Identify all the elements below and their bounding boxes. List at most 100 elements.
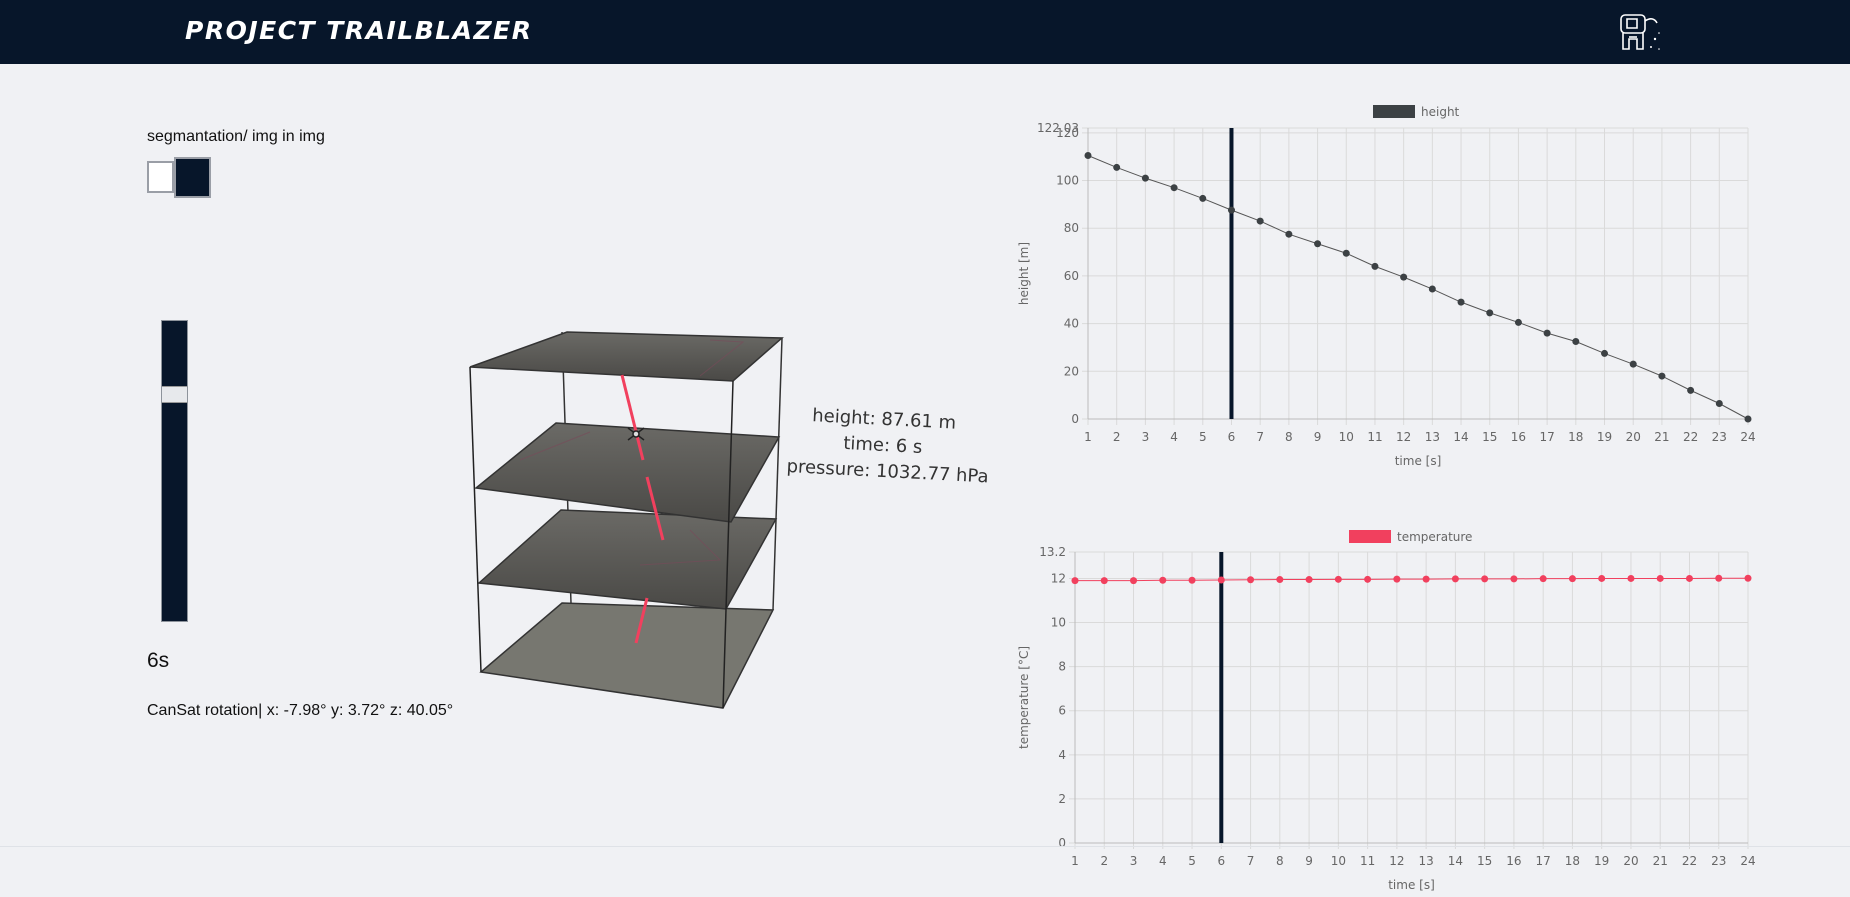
time-display: 6s <box>147 649 170 672</box>
segmentation-label: segmantation/ img in img <box>147 128 325 145</box>
y-tick-label: 20 <box>1064 364 1079 378</box>
y-max-label: 13.2 <box>1039 545 1066 559</box>
y-tick-label: 0 <box>1058 836 1066 850</box>
y-tick-label: 40 <box>1064 317 1079 331</box>
x-tick-label: 13 <box>1425 430 1440 444</box>
x-tick-label: 4 <box>1159 854 1167 868</box>
legend-label: temperature <box>1397 530 1472 544</box>
data-point <box>1744 415 1752 423</box>
data-point <box>1572 337 1580 345</box>
data-point <box>1130 577 1138 585</box>
data-point <box>1539 575 1547 583</box>
data-point <box>1481 575 1489 583</box>
x-tick-label: 6 <box>1217 854 1225 868</box>
x-tick-label: 9 <box>1314 430 1322 444</box>
layer-slab <box>479 602 775 709</box>
data-point <box>1071 577 1079 585</box>
x-tick-label: 22 <box>1682 854 1697 868</box>
data-point <box>1170 184 1178 192</box>
y-tick-label: 4 <box>1058 748 1066 762</box>
x-tick-label: 24 <box>1740 430 1755 444</box>
data-point <box>1342 249 1350 257</box>
y-axis-title: temperature [°C] <box>1017 646 1031 749</box>
data-point <box>1658 372 1666 380</box>
data-point <box>1568 575 1576 583</box>
x-tick-label: 20 <box>1623 854 1638 868</box>
data-point <box>1305 576 1313 584</box>
x-tick-label: 21 <box>1653 854 1668 868</box>
x-tick-label: 4 <box>1170 430 1178 444</box>
legend-swatch <box>1349 530 1391 543</box>
data-point <box>1685 574 1693 582</box>
data-point <box>1334 575 1342 583</box>
data-point <box>1457 298 1465 306</box>
x-tick-label: 13 <box>1418 854 1433 868</box>
y-axis-title: height [m] <box>1017 242 1031 305</box>
data-point <box>1514 318 1522 326</box>
x-tick-label: 5 <box>1188 854 1196 868</box>
data-point <box>1188 576 1196 584</box>
temperature-chart[interactable]: temperature 0 2 4 6 8 10 12 13.2 1 2 3 4 5 6 7 8 9 10 11 12 1… <box>1010 517 1780 897</box>
data-point <box>1715 399 1723 407</box>
x-tick-label: 17 <box>1539 430 1554 444</box>
y-tick-label: 60 <box>1064 269 1079 283</box>
y-tick-label: 2 <box>1058 792 1066 806</box>
data-point <box>1100 577 1108 585</box>
x-tick-label: 2 <box>1113 430 1121 444</box>
data-point <box>1276 576 1284 584</box>
x-tick-label: 14 <box>1453 430 1468 444</box>
height-chart[interactable]: height 0 20 40 60 80 100 120 122.03 1 2 3 4 5 6 7 8 9 10 11… <box>1010 92 1780 472</box>
x-tick-label: 11 <box>1360 854 1375 868</box>
legend-swatch <box>1373 105 1415 118</box>
x-tick-label: 12 <box>1396 430 1411 444</box>
segmentation-toggle-on[interactable] <box>174 157 211 198</box>
x-tick-label: 1 <box>1084 430 1092 444</box>
data-point <box>1629 360 1637 368</box>
x-tick-label: 23 <box>1712 430 1727 444</box>
y-tick-label: 10 <box>1051 616 1066 630</box>
data-point <box>1084 151 1092 159</box>
y-max-label: 122.03 <box>1037 121 1079 135</box>
data-point <box>1141 174 1149 182</box>
app-title: PROJECT TRAILBLAZER <box>185 16 533 45</box>
time-slider[interactable] <box>161 320 188 622</box>
data-point <box>1486 309 1494 317</box>
data-point <box>1627 574 1635 582</box>
time-slider-thumb[interactable] <box>162 386 187 404</box>
x-tick-label: 15 <box>1482 430 1497 444</box>
data-point <box>1314 240 1322 248</box>
series-line <box>1075 577 1748 582</box>
x-tick-label: 19 <box>1594 854 1609 868</box>
x-tick-label: 17 <box>1536 854 1551 868</box>
data-point <box>1601 349 1609 357</box>
layer-slab <box>474 422 781 523</box>
x-tick-label: 10 <box>1339 430 1354 444</box>
data-point <box>1371 262 1379 270</box>
data-point <box>1598 574 1606 582</box>
data-point <box>1247 576 1255 584</box>
x-tick-label: 9 <box>1305 854 1313 868</box>
x-tick-label: 24 <box>1740 854 1755 868</box>
x-tick-label: 20 <box>1626 430 1641 444</box>
data-point <box>1715 574 1723 582</box>
data-point <box>1364 575 1372 583</box>
cansat-icon <box>627 427 645 441</box>
footer-divider <box>0 846 1850 847</box>
data-point <box>1744 574 1752 582</box>
scene-readout: height: 87.61 m time: 6 s pressure: 1032… <box>786 402 989 490</box>
x-tick-label: 14 <box>1448 854 1463 868</box>
segmentation-toggle-off[interactable] <box>147 161 174 193</box>
x-tick-label: 7 <box>1256 430 1264 444</box>
x-tick-label: 2 <box>1100 854 1108 868</box>
x-tick-label: 23 <box>1711 854 1726 868</box>
x-tick-label: 11 <box>1367 430 1382 444</box>
data-point <box>1285 230 1293 238</box>
y-tick-label: 6 <box>1058 704 1066 718</box>
x-tick-label: 16 <box>1506 854 1521 868</box>
y-tick-label: 80 <box>1064 221 1079 235</box>
cansat-3d-view[interactable] <box>460 320 800 720</box>
x-tick-label: 8 <box>1285 430 1293 444</box>
x-tick-label: 10 <box>1331 854 1346 868</box>
